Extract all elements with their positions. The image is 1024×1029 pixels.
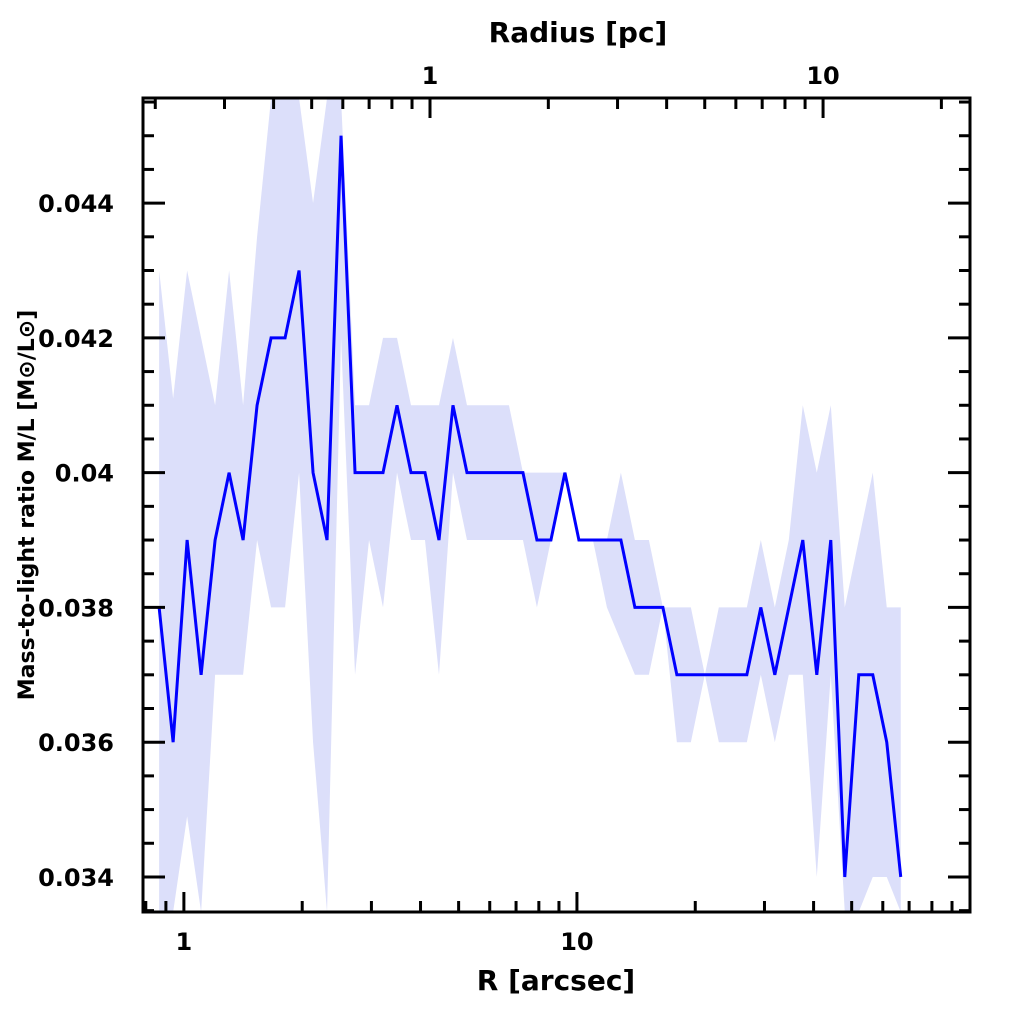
x-tick-label: 10 <box>560 928 593 956</box>
x-tick-label: 1 <box>176 928 193 956</box>
y-tick-label: 0.036 <box>38 729 114 757</box>
y-tick-label: 0.04 <box>55 460 114 488</box>
ml-line <box>157 135 903 878</box>
line-layer <box>157 135 903 878</box>
y-tick-label: 0.042 <box>38 325 114 353</box>
y-tick-label: 0.038 <box>38 594 114 622</box>
y-tick-label: 0.044 <box>38 190 114 218</box>
top-axis-title: Radius [pc] <box>489 16 668 49</box>
x2-tick-label: 1 <box>422 62 439 90</box>
x2-tick-label: 10 <box>806 62 839 90</box>
tick-layer: 1 10 1 10 0.034 0.036 0.038 0.04 0.042 0.044 <box>38 62 972 956</box>
y-axis-title: Mass-to-light ratio M/L [M⊙/L⊙] <box>15 310 40 701</box>
x-axis-title: R [arcsec] <box>477 964 635 997</box>
y-tick-label: 0.034 <box>38 864 114 892</box>
